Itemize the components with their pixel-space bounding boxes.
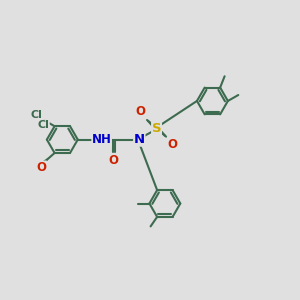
Text: S: S <box>152 122 161 135</box>
Text: O: O <box>167 138 178 151</box>
Text: NH: NH <box>92 133 112 146</box>
Text: O: O <box>108 154 118 167</box>
Text: O: O <box>37 161 46 174</box>
Text: N: N <box>134 133 145 146</box>
Text: Cl: Cl <box>31 110 43 120</box>
Text: O: O <box>136 106 146 118</box>
Text: Cl: Cl <box>38 120 49 130</box>
